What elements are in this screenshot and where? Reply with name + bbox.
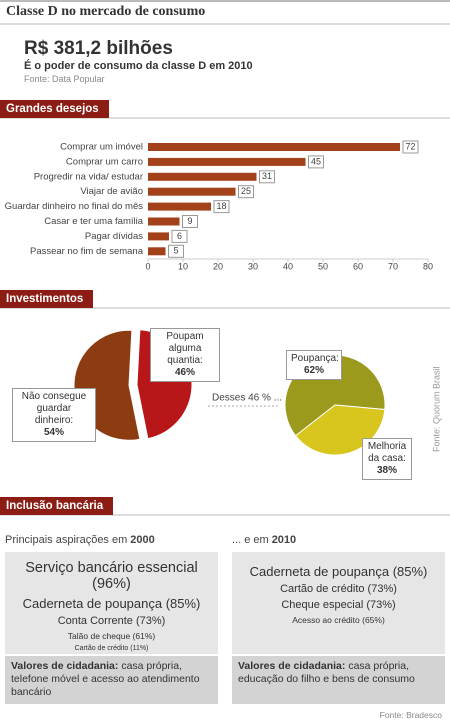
pie-category: Melhoria da casa:	[367, 441, 407, 464]
pie-value-label: 62%	[303, 365, 324, 376]
source: Fonte: Bradesco	[379, 710, 442, 720]
value-box	[213, 200, 230, 214]
value-box	[168, 244, 184, 258]
x-tick-label: 60	[353, 261, 363, 271]
value-label: 9	[187, 216, 192, 226]
value-box	[171, 229, 188, 243]
pie-label: Melhoria da casa: 38%	[362, 438, 412, 480]
x-tick-label: 70	[388, 261, 398, 271]
bar	[148, 202, 211, 211]
category-label: Comprar um imóvel	[60, 142, 143, 153]
bar	[148, 247, 166, 256]
bar	[148, 172, 257, 181]
pie-source: Fonte: Quorum Brasil	[431, 366, 441, 452]
value-box	[238, 185, 254, 199]
pie-value-label: 38%	[376, 465, 397, 476]
value-box	[308, 155, 324, 169]
column-heading: Principais aspirações em 2000	[5, 534, 218, 548]
heading-text: Principais aspirações em	[5, 534, 128, 546]
value-box	[259, 170, 275, 184]
x-tick-label: 10	[178, 261, 188, 271]
x-tick-label: 0	[145, 261, 150, 271]
item: Serviço bancário essencial (96%)	[25, 560, 198, 592]
values-box: Valores de cidadania: casa própria, educ…	[232, 656, 445, 704]
headline: R$ 381,2 bilhões	[24, 38, 173, 59]
bar	[148, 232, 169, 241]
item: Cheque especial (73%)	[281, 599, 396, 611]
x-tick-label: 80	[423, 261, 433, 271]
source: Fonte: Data Popular	[24, 74, 105, 84]
value-label: 25	[241, 186, 251, 196]
column-heading: ... e em 2010	[232, 534, 445, 548]
item: Talão de cheque (61%)	[67, 631, 156, 641]
values-box: Valores de cidadania: casa própria, tele…	[5, 656, 218, 704]
section-title: Grandes desejos	[0, 100, 109, 118]
connector-text: Desses 46 % ...	[212, 393, 282, 404]
value-label: 6	[177, 231, 182, 241]
pie-value-label: 46%	[174, 367, 195, 378]
pie-label: Poupam alguma quantia: 46%	[150, 328, 220, 382]
x-tick-label: 50	[318, 261, 328, 271]
values-text: casa própria, educação do filho e bens d…	[238, 660, 415, 685]
bar	[148, 217, 180, 226]
item: Conta Corrente (73%)	[57, 615, 166, 627]
heading-year: 2000	[130, 534, 155, 546]
heading-year: 2010	[271, 534, 297, 546]
bar	[148, 143, 400, 151]
section-title: Inclusão bancária	[0, 497, 114, 515]
item: Cartão de crédito (11%)	[74, 645, 149, 652]
item: Cartão de crédito (73%)	[280, 583, 397, 595]
section-title: Investimentos	[0, 290, 94, 308]
value-label: 18	[216, 201, 226, 211]
pie-category: Poupança:	[291, 353, 339, 364]
pie-label: Não consegue guardar dinheiro: 54%	[12, 388, 96, 442]
pie-value-label: 54%	[43, 427, 64, 438]
category-label: Passear no fim de semana	[30, 246, 144, 257]
item: Acesso ao crédito (65%)	[292, 615, 385, 625]
category-label: Guardar dinheiro no final do mês	[5, 201, 144, 212]
bar	[148, 187, 236, 196]
pie-category: Poupam alguma quantia:	[166, 331, 204, 366]
category-label: Casar e ter uma família	[44, 216, 143, 227]
value-box	[182, 215, 198, 228]
value-label: 31	[262, 171, 272, 181]
pie-label: Poupança: 62%	[286, 350, 342, 380]
category-label: Viajar de avião	[80, 186, 143, 197]
item: Caderneta de poupança (85%)	[249, 564, 428, 579]
x-tick-label: 40	[283, 261, 293, 271]
value-label: 5	[173, 246, 178, 256]
values-label: Valores de cidadania:	[238, 660, 346, 672]
category-label: Comprar um carro	[66, 156, 143, 167]
column: Principais aspirações em 2000 Serviço ban…	[5, 534, 218, 704]
aspirations: Caderneta de poupança (85%) Cartão de cr…	[232, 552, 445, 654]
values-text: casa própria, telefone móvel e acesso ao…	[11, 660, 200, 698]
pie-category: Não consegue guardar dinheiro:	[21, 391, 87, 426]
value-label: 45	[311, 156, 321, 166]
subtitle: É o poder de consumo da classe D em 2010	[24, 60, 253, 72]
aspirations: Serviço bancário essencial (96%) Caderne…	[5, 552, 218, 654]
value-label: 72	[405, 141, 415, 151]
category-label: Pagar dívidas	[85, 231, 143, 242]
category-label: Progredir na vida/ estudar	[34, 171, 143, 182]
column: ... e em 2010 Caderneta de poupança (85%)…	[232, 534, 445, 704]
bar	[148, 157, 306, 166]
x-tick-label: 20	[213, 261, 223, 271]
title: Classe D no mercado de consumo	[6, 4, 206, 19]
value-box	[402, 140, 419, 154]
values-label: Valores de cidadania:	[11, 660, 119, 672]
heading-text: ... e em	[232, 534, 269, 546]
item: Caderneta de poupança (85%)	[22, 596, 201, 611]
x-tick-label: 30	[248, 261, 258, 271]
